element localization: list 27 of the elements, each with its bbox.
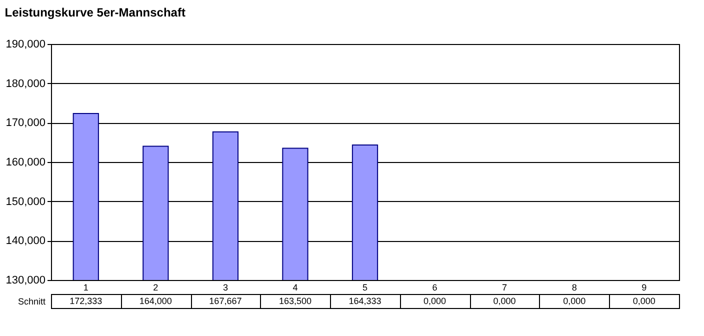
x-tick-label: 1 (83, 282, 88, 292)
y-tick-label: 170,000 (6, 117, 46, 130)
data-label: 163,500 (278, 296, 312, 306)
x-tick-label: 6 (432, 282, 438, 292)
y-tick-label: 190,000 (6, 38, 46, 50)
data-label: 164,333 (348, 296, 382, 306)
x-tick-label: 5 (362, 282, 368, 292)
y-tick-label: 130,000 (6, 274, 46, 286)
x-tick-label: 7 (502, 282, 508, 292)
x-tick-label: 4 (292, 282, 298, 292)
data-label: 164,000 (139, 296, 172, 306)
y-tick-label: 180,000 (6, 78, 46, 90)
data-label: 172,333 (70, 296, 102, 306)
x-tick-label: 2 (153, 282, 158, 292)
text: 0,000 (493, 296, 516, 306)
data-label: 167,667 (209, 296, 242, 306)
text: 0,000 (424, 296, 446, 306)
y-tick-label: 150,000 (6, 196, 46, 208)
x-tick-label: 8 (572, 282, 577, 292)
text: Schnitt (18, 296, 46, 306)
chart-title: Leistungskurve 5er-Mannschaft (4, 6, 186, 20)
text: 0,000 (632, 296, 656, 306)
y-tick-label: 140,000 (6, 235, 46, 248)
x-tick-label: 9 (642, 282, 647, 292)
y-tick-label: 160,000 (6, 156, 46, 168)
x-tick-label: 3 (222, 282, 228, 292)
text: 0,000 (563, 296, 586, 306)
